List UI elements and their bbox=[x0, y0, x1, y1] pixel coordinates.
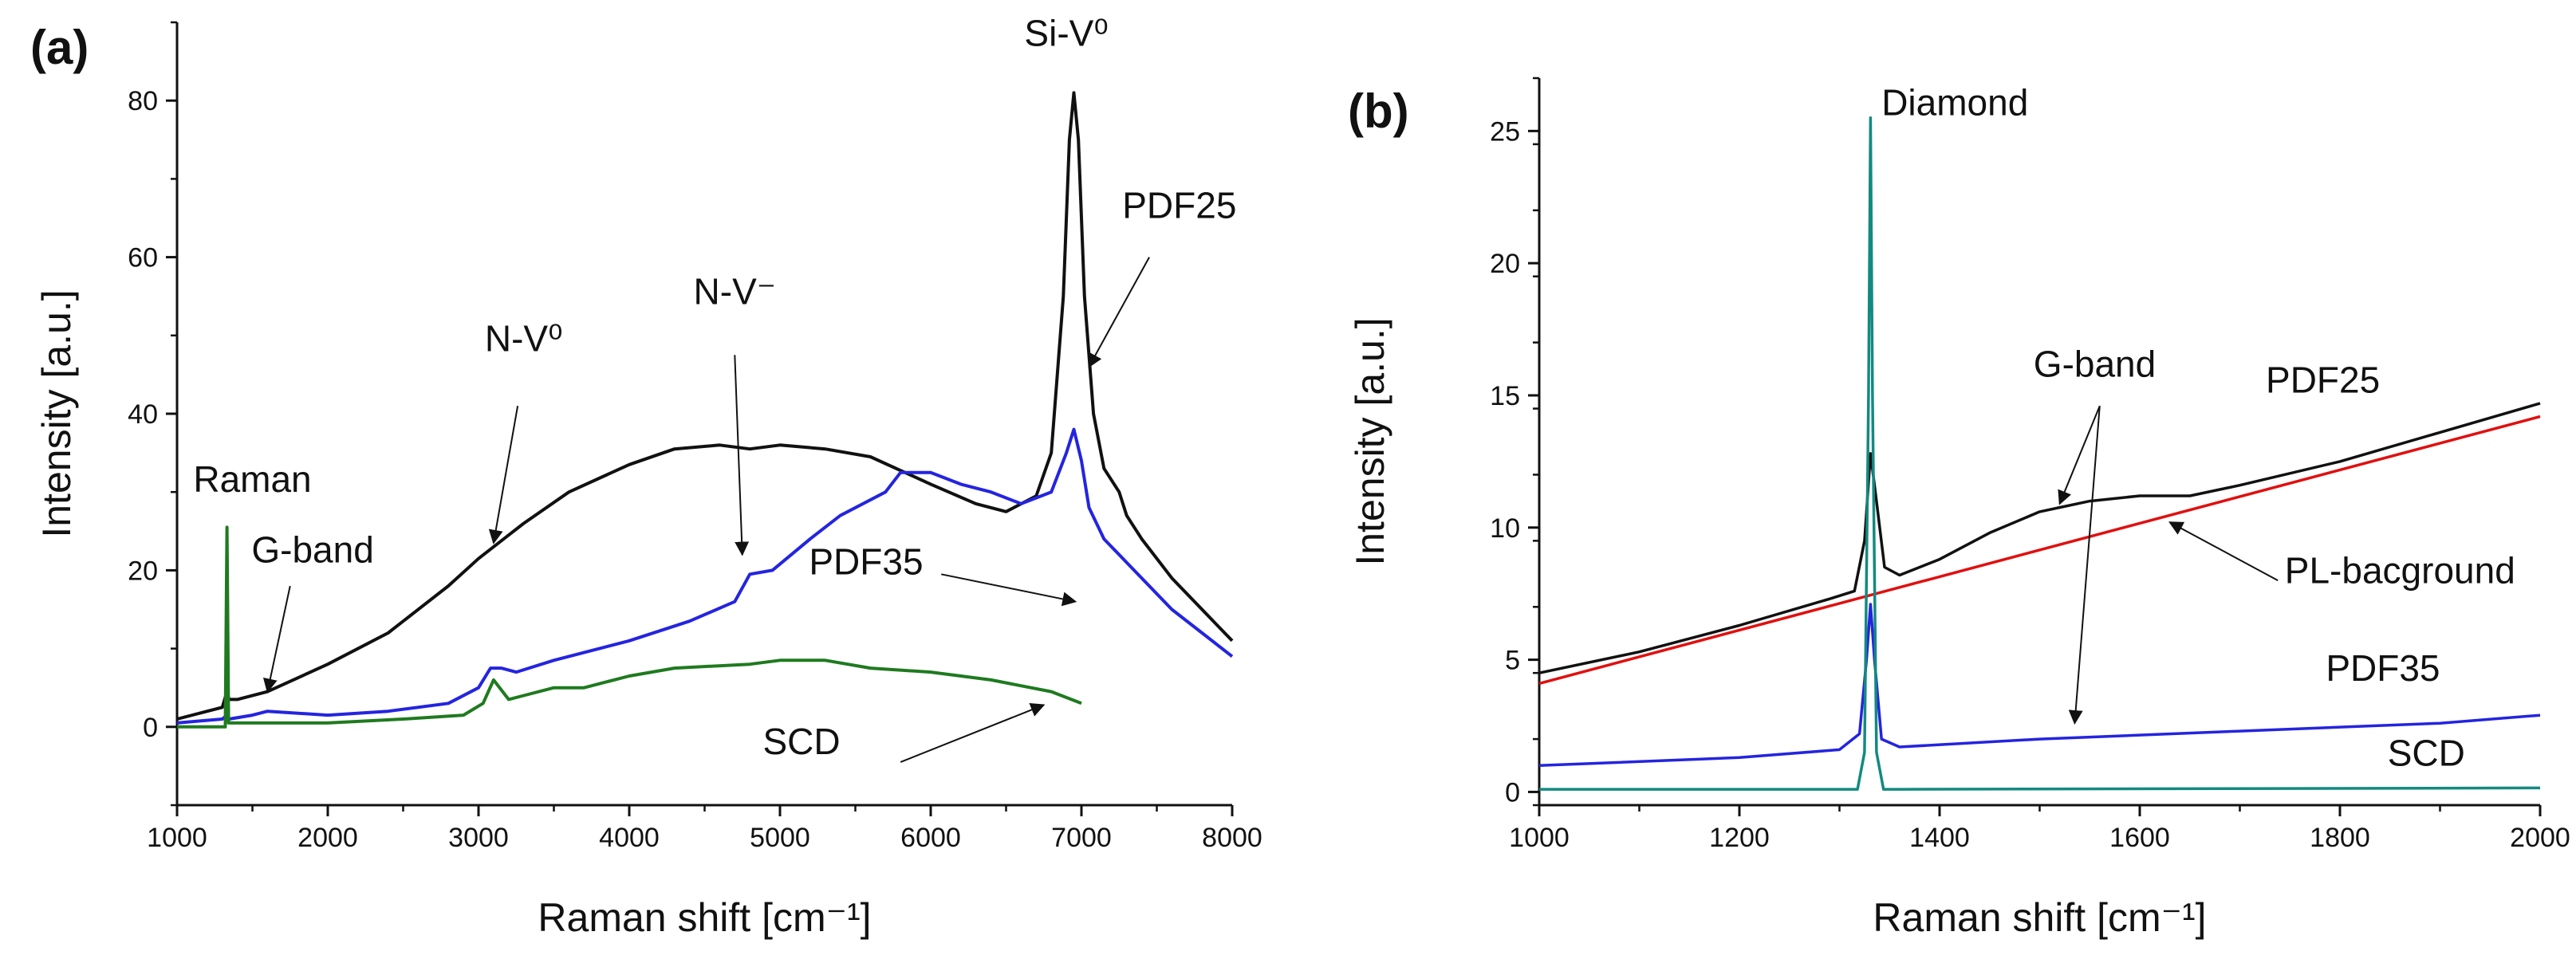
annotation-arrow bbox=[734, 355, 750, 556]
y-tick-label: 20 bbox=[128, 556, 158, 586]
y-axis-title: Intensity [a.u.] bbox=[34, 289, 79, 537]
annotation-label: Diamond bbox=[1881, 81, 2028, 123]
y-tick-label: 80 bbox=[128, 86, 158, 116]
x-tick-label: 1200 bbox=[1709, 823, 1770, 853]
x-tick-label: 8000 bbox=[1202, 823, 1262, 853]
annotation-label: SCD bbox=[762, 721, 840, 762]
series-line-pl-bacground bbox=[1538, 415, 2541, 686]
panel-b-chart: 1000 1200 1400 1600 1800 2000 0 5 10 15 20 25 Raman … bbox=[1348, 77, 2570, 940]
y-tick-label: 15 bbox=[1490, 381, 1520, 411]
y-tick-label: 0 bbox=[143, 713, 158, 743]
x-tick-label: 4000 bbox=[599, 823, 660, 853]
annotation-label: PDF25 bbox=[1122, 185, 1236, 226]
x-tick-label: 1000 bbox=[147, 823, 207, 853]
annotation-label: SCD bbox=[2388, 732, 2465, 773]
x-axis-title: Raman shift [cm⁻¹] bbox=[538, 895, 871, 940]
annotation-arrow bbox=[2068, 406, 2101, 725]
x-tick-label: 3000 bbox=[448, 823, 509, 853]
y-tick-label: 5 bbox=[1505, 646, 1520, 676]
annotation-arrow bbox=[262, 585, 291, 694]
x-tick-label: 6000 bbox=[900, 823, 961, 853]
y-tick-label: 40 bbox=[128, 399, 158, 430]
annotation-arrow bbox=[2058, 405, 2101, 505]
series-line-pdf25 bbox=[176, 91, 1234, 721]
annotation-arrow bbox=[900, 702, 1046, 763]
panel-a-chart: 1000 2000 3000 4000 5000 6000 7000 8000 0 20 40 60 8… bbox=[34, 12, 1262, 940]
y-tick-label: 60 bbox=[128, 243, 158, 273]
x-tick-label: 7000 bbox=[1051, 823, 1112, 853]
series-line-pdf35 bbox=[176, 427, 1234, 725]
annotation-label: G-band bbox=[251, 529, 373, 571]
panel-b-letter: (b) bbox=[1348, 85, 1409, 138]
annotation-label: N-V⁻ bbox=[694, 271, 777, 312]
annotation-arrow bbox=[1088, 257, 1150, 368]
series-line-pdf25 bbox=[1538, 402, 2541, 674]
annotation-label: Si-V⁰ bbox=[1024, 12, 1108, 53]
annotation-label: PL-bacground bbox=[2285, 549, 2515, 591]
annotation-label: PDF35 bbox=[2326, 647, 2440, 689]
annotation-label: PDF35 bbox=[809, 540, 923, 582]
annotation-label: N-V⁰ bbox=[485, 317, 563, 359]
x-tick-label: 1800 bbox=[2310, 823, 2370, 853]
series-line-scd bbox=[1539, 116, 2541, 791]
annotation-label: PDF25 bbox=[2266, 360, 2380, 401]
annotation-arrow bbox=[941, 573, 1077, 607]
annotation-arrow bbox=[488, 406, 519, 544]
y-tick-label: 0 bbox=[1505, 777, 1520, 808]
y-tick-label: 10 bbox=[1490, 513, 1520, 544]
annotation-label: Raman bbox=[193, 458, 311, 500]
x-axis-title: Raman shift [cm⁻¹] bbox=[1873, 895, 2206, 940]
series-line-scd bbox=[177, 525, 1082, 729]
x-tick-label: 1000 bbox=[1509, 823, 1570, 853]
annotation-arrow bbox=[2168, 521, 2279, 581]
x-tick-label: 5000 bbox=[750, 823, 810, 853]
y-axis-title: Intensity [a.u.] bbox=[1348, 317, 1392, 565]
x-tick-label: 2000 bbox=[2510, 823, 2570, 853]
x-tick-label: 1400 bbox=[1909, 823, 1970, 853]
panel-a-letter: (a) bbox=[30, 21, 89, 74]
annotation-label: G-band bbox=[2034, 344, 2156, 385]
y-tick-label: 25 bbox=[1490, 116, 1520, 147]
y-tick-label: 20 bbox=[1490, 249, 1520, 279]
x-tick-label: 1600 bbox=[2109, 823, 2170, 853]
x-tick-label: 2000 bbox=[297, 823, 358, 853]
